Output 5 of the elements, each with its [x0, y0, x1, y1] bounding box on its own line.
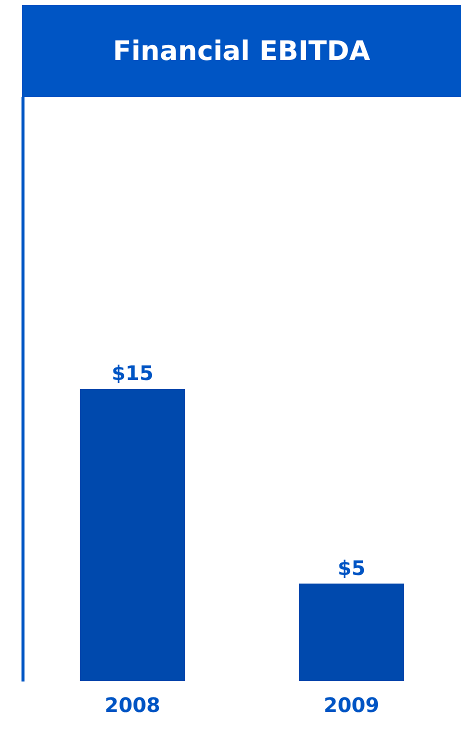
x-tick-label: 2009 [324, 693, 380, 718]
data-label: $15 [112, 361, 154, 386]
chart-title: Financial EBITDA [22, 5, 461, 97]
data-label: $5 [338, 556, 366, 580]
x-tick-label: 2008 [104, 693, 160, 718]
